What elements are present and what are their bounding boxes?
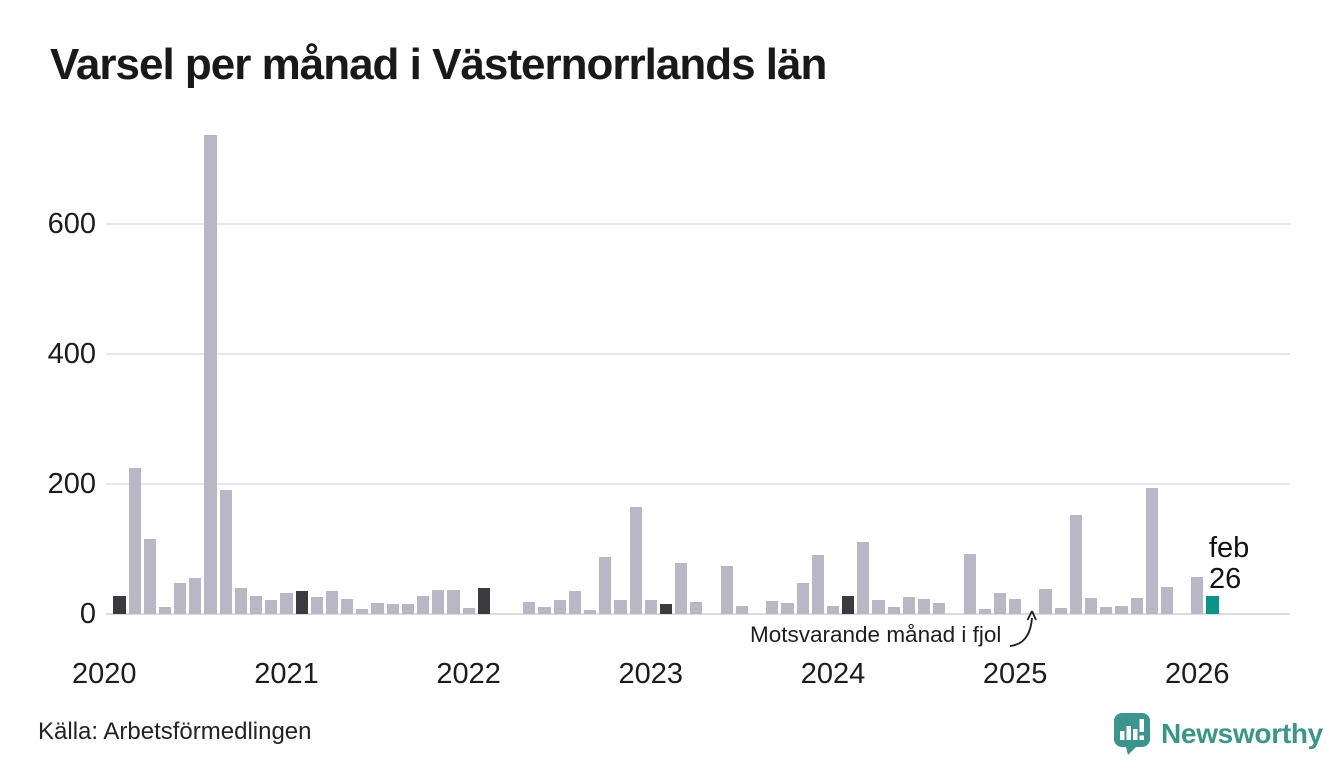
bar-aug-2021 <box>386 604 399 614</box>
bar-apr-2021 <box>325 590 339 614</box>
bar-jun-2022 <box>538 607 551 614</box>
bar-jan-2026 <box>1191 576 1204 614</box>
bar-sep-2021 <box>401 603 415 614</box>
bar-jan-2022 <box>462 608 475 614</box>
bar-okt-2025 <box>1145 487 1158 614</box>
bar-jul-2020 <box>189 578 202 614</box>
bar-aug-2024 <box>933 602 946 614</box>
bar-mar-2020 <box>128 467 141 614</box>
bar-mar-2025 <box>1039 588 1052 614</box>
bar-maj-2021 <box>341 599 354 614</box>
y-axis-tick-400: 400 <box>47 337 96 370</box>
bar-jun-2025 <box>1084 598 1098 614</box>
x-axis-year-2022: 2022 <box>436 658 501 690</box>
bar-nov-2024 <box>978 608 991 614</box>
bar-sep-2025 <box>1130 597 1143 614</box>
bar-jan-2021 <box>280 592 293 614</box>
newsworthy-logo: Newsworthy <box>1112 711 1323 756</box>
bar-aug-2025 <box>1115 605 1128 614</box>
y-axis-tick-0: 0 <box>79 598 96 630</box>
bar-jan-2025 <box>1009 599 1022 614</box>
newsworthy-logo-text: Newsworthy <box>1161 717 1323 749</box>
bar-dec-2021 <box>447 589 460 614</box>
current-month-year: 26 <box>1209 563 1242 595</box>
bar-jul-2024 <box>917 599 931 614</box>
bar-nov-2022 <box>614 600 627 614</box>
bar-feb-2026 <box>1206 596 1219 614</box>
bar-nov-2025 <box>1160 587 1174 614</box>
gridline-0 <box>106 613 1290 615</box>
bar-maj-2024 <box>887 607 900 614</box>
fjol-annotation-arrow-icon <box>1009 610 1037 647</box>
bar-okt-2024 <box>963 554 976 614</box>
x-axis-year-2026: 2026 <box>1165 658 1230 690</box>
bar-feb-2021 <box>295 590 308 614</box>
x-axis-year-2025: 2025 <box>982 658 1048 690</box>
y-axis-tick-200: 200 <box>47 467 96 500</box>
bar-jan-2024 <box>826 606 840 614</box>
bar-jun-2023 <box>720 565 733 614</box>
gridline-600 <box>106 222 1290 225</box>
bar-jun-2021 <box>356 608 369 614</box>
bar-nov-2023 <box>796 582 809 614</box>
bar-mar-2023 <box>675 563 688 614</box>
bar-jul-2021 <box>371 602 384 614</box>
y-axis-tick-600: 600 <box>47 207 96 240</box>
bar-dec-2024 <box>993 592 1007 614</box>
bar-aug-2022 <box>568 590 581 614</box>
bar-okt-2022 <box>599 557 612 614</box>
x-axis-year-2024: 2024 <box>800 658 866 690</box>
bar-apr-2024 <box>872 600 885 614</box>
fjol-annotation-text: Motsvarande månad i fjol <box>750 622 1002 647</box>
x-axis-year-2021: 2021 <box>254 658 319 690</box>
bar-maj-2022 <box>523 601 536 614</box>
bar-okt-2020 <box>234 587 248 614</box>
bar-apr-2025 <box>1054 608 1067 614</box>
bar-apr-2023 <box>690 601 703 614</box>
bar-feb-2022 <box>477 587 490 614</box>
current-month-name: feb <box>1209 532 1250 564</box>
bar-jun-2024 <box>902 597 915 614</box>
bar-jul-2022 <box>553 600 566 614</box>
bar-dec-2022 <box>629 507 642 614</box>
bar-okt-2021 <box>417 595 430 614</box>
bar-jan-2023 <box>644 599 657 614</box>
newsworthy-logo-icon <box>1114 713 1150 755</box>
bar-nov-2020 <box>250 595 263 614</box>
gridline-400 <box>106 352 1290 355</box>
bar-maj-2020 <box>158 607 172 614</box>
bar-okt-2023 <box>781 602 794 614</box>
bar-feb-2023 <box>659 604 673 614</box>
bar-dec-2020 <box>265 599 278 614</box>
bar-nov-2021 <box>432 589 445 614</box>
bar-feb-2024 <box>842 596 855 614</box>
bar-feb-2020 <box>113 595 126 614</box>
bar-dec-2023 <box>811 554 824 614</box>
bar-sep-2020 <box>219 489 232 614</box>
bar-aug-2020 <box>204 135 217 614</box>
bar-sep-2022 <box>583 610 597 614</box>
bar-mar-2024 <box>857 541 870 614</box>
bar-jun-2020 <box>174 582 187 614</box>
bar-jul-2025 <box>1100 606 1113 614</box>
source-caption: Källa: Arbetsförmedlingen <box>38 718 312 745</box>
bar-maj-2025 <box>1069 515 1082 614</box>
current-month-label: feb 26 <box>1209 533 1249 595</box>
x-axis-year-2023: 2023 <box>618 658 684 690</box>
x-axis-year-2020: 2020 <box>72 658 137 690</box>
bar-jul-2023 <box>735 605 748 614</box>
bar-apr-2020 <box>143 539 156 614</box>
gridline-200 <box>106 482 1290 485</box>
chart-title: Varsel per månad i Västernorrlands län <box>50 40 827 89</box>
bar-mar-2021 <box>310 597 323 614</box>
bar-sep-2023 <box>766 600 779 614</box>
